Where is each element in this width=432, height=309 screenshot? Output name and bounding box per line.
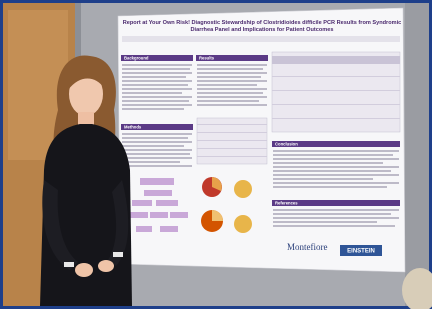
bracelet xyxy=(64,262,74,267)
section-title: Background xyxy=(124,56,149,61)
logo-einstein: EINSTEIN xyxy=(347,249,375,255)
hand xyxy=(75,263,93,277)
table-header xyxy=(272,56,400,64)
bracelet xyxy=(113,252,123,257)
pie-chart xyxy=(234,215,252,233)
section-title: Methods xyxy=(124,125,142,130)
page: {"poster": { "title_lines": ["Report at … xyxy=(0,0,432,309)
photo: Report at Your Own Risk! Diagnostic Stew… xyxy=(0,0,432,309)
hand xyxy=(98,260,114,272)
section-title: References xyxy=(275,201,298,206)
poster-title: Diarrhea Panel and Implications for Pati… xyxy=(191,27,334,33)
neck xyxy=(78,112,94,126)
wall-right xyxy=(405,3,429,306)
section-title: Conclusion xyxy=(275,142,298,147)
poster-title: Report at Your Own Risk! Diagnostic Stew… xyxy=(123,20,402,26)
logo-montefiore: Montefiore xyxy=(287,242,328,252)
pie-chart xyxy=(234,180,252,198)
authors xyxy=(122,36,400,42)
section-title: Results xyxy=(199,56,215,61)
